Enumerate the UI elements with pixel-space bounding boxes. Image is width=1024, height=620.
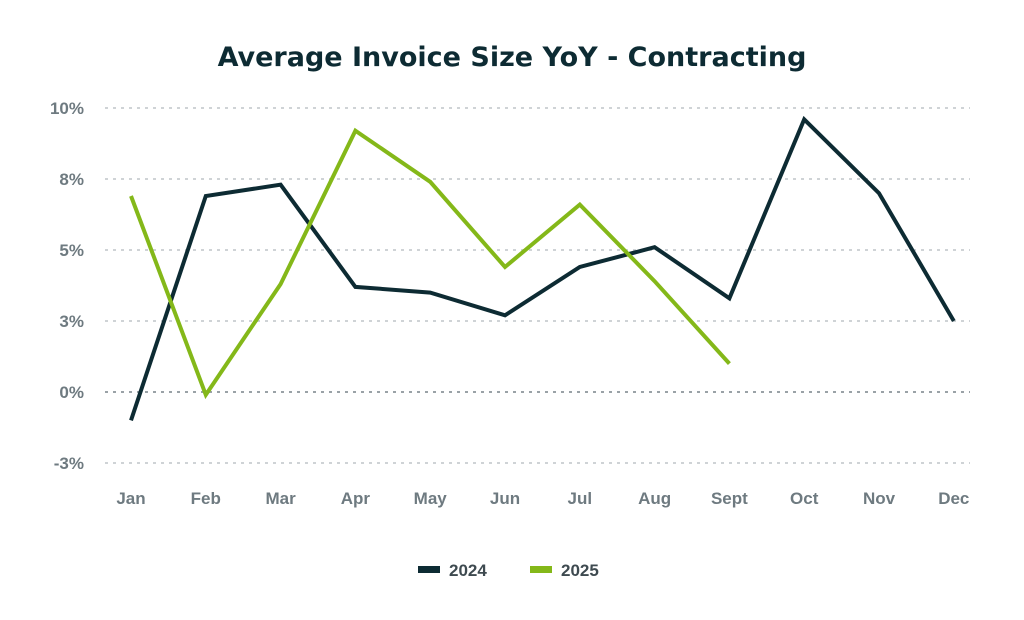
x-tick-label: Jul bbox=[568, 489, 593, 508]
y-tick-label: 5% bbox=[59, 241, 84, 260]
x-tick-label: Sept bbox=[711, 489, 748, 508]
x-tick-label: Jun bbox=[490, 489, 520, 508]
legend: 2024 2025 bbox=[418, 561, 599, 580]
x-tick-label: Dec bbox=[938, 489, 969, 508]
x-axis-ticks: Jan Feb Mar Apr May Jun Jul Aug Sept Oct Nov Dec bbox=[116, 489, 969, 508]
x-tick-label: Feb bbox=[191, 489, 221, 508]
y-tick-label: 3% bbox=[59, 312, 84, 331]
series-lines bbox=[129, 115, 956, 422]
x-tick-label: Jan bbox=[116, 489, 145, 508]
x-tick-label: Aug bbox=[638, 489, 671, 508]
x-tick-label: Mar bbox=[265, 489, 296, 508]
y-tick-label: 10% bbox=[50, 99, 84, 118]
y-tick-label: 0% bbox=[59, 383, 84, 402]
series-line-2024 bbox=[129, 115, 956, 422]
x-tick-label: Apr bbox=[341, 489, 371, 508]
gridlines bbox=[105, 107, 970, 464]
legend-label: 2024 bbox=[449, 561, 487, 580]
series-line-2025 bbox=[129, 127, 731, 400]
x-tick-label: Oct bbox=[790, 489, 819, 508]
x-tick-label: May bbox=[414, 489, 448, 508]
legend-swatch-2025 bbox=[530, 566, 552, 573]
legend-swatch-2024 bbox=[418, 566, 440, 573]
y-tick-label: -3% bbox=[54, 454, 84, 473]
y-tick-label: 8% bbox=[59, 170, 84, 189]
chart-title: Average Invoice Size YoY - Contracting bbox=[218, 42, 807, 73]
x-tick-label: Nov bbox=[863, 489, 896, 508]
y-axis-ticks: 10% 8% 5% 3% 0% -3% bbox=[50, 99, 84, 473]
legend-label: 2025 bbox=[561, 561, 599, 580]
